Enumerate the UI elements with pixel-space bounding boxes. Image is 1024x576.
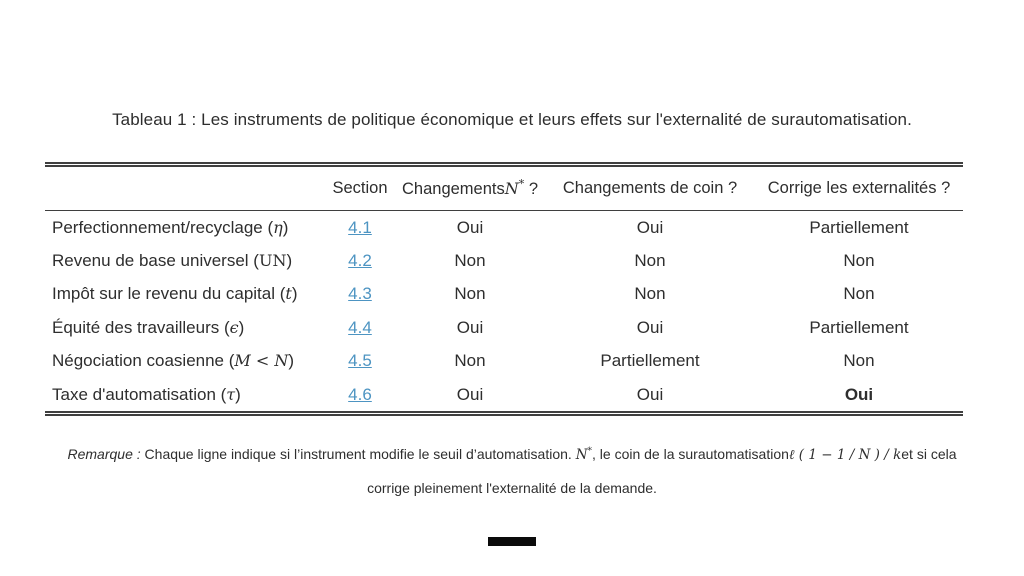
- footnote-remark-label: Remarque :: [67, 446, 141, 462]
- section-link[interactable]: 4.6: [348, 384, 372, 404]
- policy-instruments-table: Section ChangementsN* ? Changements de c…: [45, 162, 963, 417]
- corrects-cell: Non: [843, 351, 875, 371]
- col-header-section: Section: [325, 167, 395, 211]
- section-cell: 4.2: [325, 244, 395, 277]
- section-cell: 4.1: [325, 211, 395, 245]
- section-link[interactable]: 4.4: [348, 317, 372, 337]
- footer-marker-bar: [488, 537, 536, 546]
- superscript-star: *: [587, 446, 593, 457]
- footnote-line-2: corrige pleinement l'externalité de la d…: [367, 480, 657, 496]
- table-row: Impôt sur le revenu du capital (t) 4.3 N…: [45, 278, 963, 311]
- changes-coin-cell: Partiellement: [600, 351, 700, 371]
- col-header-changements-n: ChangementsN* ?: [395, 167, 545, 211]
- changes-n-cell: Oui: [456, 384, 484, 404]
- math-N: N: [575, 447, 588, 463]
- corrects-cell: Partiellement: [809, 317, 909, 337]
- section-cell: 4.6: [325, 378, 395, 411]
- changes-n-cell: Non: [454, 284, 486, 304]
- changes-n-cell: Oui: [456, 217, 484, 237]
- section-link[interactable]: 4.5: [348, 351, 372, 371]
- math-tau: τ: [226, 384, 236, 404]
- math-t: t: [285, 284, 292, 304]
- changes-coin-cell: Non: [634, 284, 666, 304]
- table-footnote: Remarque : Chaque ligne indique si l’ins…: [0, 438, 1024, 505]
- header-row: Section ChangementsN* ? Changements de c…: [45, 167, 963, 211]
- changes-coin-cell: Non: [634, 251, 666, 271]
- row-label: Négociation coasienne (M < N): [52, 351, 295, 371]
- math-M-lt-N: M < N: [234, 351, 289, 371]
- table-row: Revenu de base universel (UN) 4.2 Non No…: [45, 244, 963, 277]
- row-label: Taxe d'automatisation (τ): [52, 384, 241, 404]
- changes-coin-cell: Oui: [636, 217, 664, 237]
- changes-n-cell: Non: [454, 351, 486, 371]
- table-row: Négociation coasienne (M < N) 4.5 Non Pa…: [45, 345, 963, 378]
- math-wedge-formula: ℓ ( 1 − 1 / N ) / k: [788, 447, 902, 463]
- row-label: Revenu de base universel (UN): [52, 251, 293, 271]
- superscript-star: *: [518, 177, 525, 190]
- table-row: Perfectionnement/recyclage (η) 4.1 Oui O…: [45, 211, 963, 245]
- changes-n-cell: Non: [454, 251, 486, 271]
- section-cell: 4.3: [325, 278, 395, 311]
- table-row: Taxe d'automatisation (τ) 4.6 Oui Oui Ou…: [45, 378, 963, 411]
- changes-n-cell: Oui: [456, 317, 484, 337]
- math-eta: η: [273, 217, 283, 237]
- changes-coin-cell: Oui: [636, 384, 664, 404]
- row-label: Impôt sur le revenu du capital (t): [52, 284, 298, 304]
- row-label: Perfectionnement/recyclage (η): [52, 217, 289, 237]
- corrects-cell: Oui: [844, 384, 874, 404]
- math-N: N: [504, 178, 519, 198]
- table-row: Équité des travailleurs (ϵ) 4.4 Oui Oui …: [45, 311, 963, 344]
- section-link[interactable]: 4.2: [348, 251, 372, 271]
- table-caption: Tableau 1 : Les instruments de politique…: [112, 110, 912, 129]
- row-label: Équité des travailleurs (ϵ): [52, 317, 245, 337]
- math-UN: UN: [258, 251, 287, 271]
- section-link[interactable]: 4.3: [348, 284, 372, 304]
- section-cell: 4.4: [325, 311, 395, 344]
- col-header-empty: [45, 167, 325, 211]
- col-header-corrige: Corrige les externalités ?: [755, 167, 963, 211]
- footnote-line-1: Remarque : Chaque ligne indique si l’ins…: [67, 446, 957, 463]
- section-link[interactable]: 4.1: [348, 217, 372, 237]
- section-cell: 4.5: [325, 345, 395, 378]
- corrects-cell: Non: [843, 284, 875, 304]
- math-epsilon: ϵ: [229, 317, 239, 337]
- changes-coin-cell: Oui: [636, 317, 664, 337]
- corrects-cell: Partiellement: [809, 217, 909, 237]
- col-header-changements-coin: Changements de coin ?: [545, 167, 755, 211]
- corrects-cell: Non: [843, 251, 875, 271]
